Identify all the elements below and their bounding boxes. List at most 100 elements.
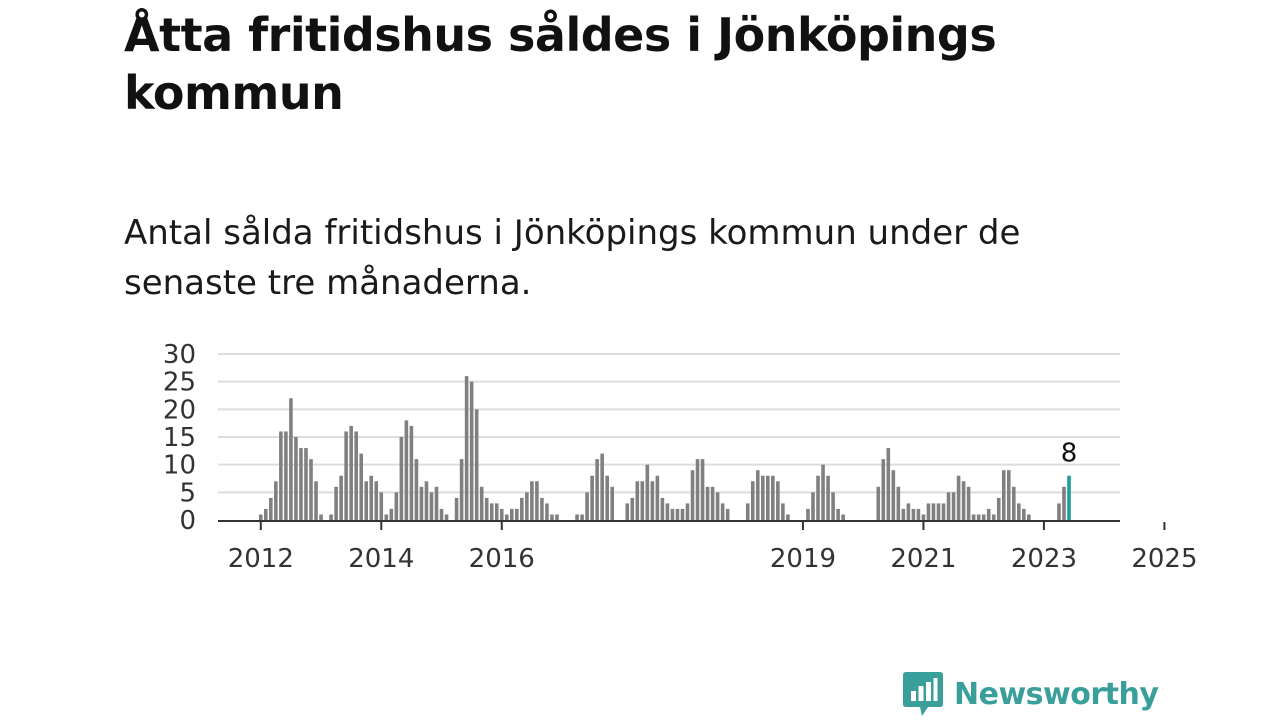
- bar: [655, 475, 660, 520]
- bar: [981, 514, 986, 520]
- bar: [299, 448, 303, 520]
- bar: [464, 376, 469, 520]
- bar: [419, 486, 424, 520]
- bar: [665, 503, 670, 520]
- bar: [339, 475, 343, 520]
- bar: [991, 514, 996, 520]
- bar: [771, 475, 775, 520]
- bar: [269, 497, 273, 520]
- bar: [725, 508, 730, 520]
- bar: [384, 514, 389, 520]
- bar: [1001, 470, 1006, 520]
- bar: [474, 409, 479, 520]
- bar: [409, 425, 414, 520]
- bar: [670, 508, 675, 520]
- bar: [344, 431, 348, 520]
- y-tick-label: 25: [163, 368, 196, 398]
- bar: [720, 503, 725, 520]
- bar: [379, 492, 384, 520]
- bar: [766, 475, 770, 520]
- bar: [540, 497, 544, 520]
- bar: [781, 503, 785, 520]
- bar: [424, 481, 429, 520]
- bar: [715, 492, 720, 520]
- bar: [745, 503, 750, 520]
- last-value-label: 8: [1061, 439, 1078, 469]
- bar: [911, 508, 916, 520]
- bar: [304, 448, 308, 520]
- bar: [926, 503, 931, 520]
- bar: [921, 514, 926, 520]
- bar: [650, 481, 655, 520]
- bar: [479, 486, 484, 520]
- bar: [274, 481, 278, 520]
- chart-title: Åtta fritidshus såldes i Jönköpings komm…: [124, 8, 997, 120]
- bar: [710, 486, 715, 520]
- bar: [1062, 486, 1066, 520]
- bar: [489, 503, 494, 520]
- x-tick-label: 2012: [228, 544, 294, 574]
- bar: [675, 508, 680, 520]
- bar: [761, 475, 765, 520]
- bar: [504, 514, 509, 520]
- y-tick-label: 30: [163, 340, 196, 370]
- bar: [444, 514, 449, 520]
- bar: [369, 475, 374, 520]
- bar: [891, 470, 896, 520]
- bar: [575, 514, 579, 520]
- bar: [776, 481, 780, 520]
- bar: [1006, 470, 1011, 520]
- bar: [941, 503, 946, 520]
- bar: [595, 459, 599, 520]
- x-tick-label: 2021: [890, 544, 956, 574]
- bar: [700, 459, 705, 520]
- bar: [459, 459, 464, 520]
- bar: [876, 486, 881, 520]
- bar: [976, 514, 981, 520]
- bar: [816, 475, 820, 520]
- bar: [951, 492, 956, 520]
- bar: [695, 459, 700, 520]
- bar: [916, 508, 921, 520]
- bar: [1022, 508, 1026, 520]
- bar: [831, 492, 835, 520]
- bar: [484, 497, 489, 520]
- bar: [841, 514, 845, 520]
- bar: [630, 497, 635, 520]
- bar: [640, 481, 645, 520]
- bar: [454, 497, 459, 520]
- bar: [811, 492, 815, 520]
- bar: [389, 508, 394, 520]
- grid-lines: [218, 353, 1120, 494]
- bar: [901, 508, 906, 520]
- bar: [264, 508, 268, 520]
- bar: [906, 503, 911, 520]
- bar: [786, 514, 790, 520]
- bar: [836, 508, 840, 520]
- bar: [806, 508, 810, 520]
- bar: [414, 459, 419, 520]
- bar: [986, 508, 991, 520]
- bar: [510, 508, 514, 520]
- y-tick-label: 5: [179, 478, 196, 508]
- bar: [685, 503, 690, 520]
- bar: [936, 503, 941, 520]
- x-tick-label: 2025: [1131, 544, 1197, 574]
- x-tick-label: 2016: [469, 544, 535, 574]
- newsworthy-logo-icon: [903, 672, 943, 716]
- bar: [359, 453, 363, 520]
- bar: [354, 431, 358, 520]
- bar: [886, 448, 891, 520]
- bar: [645, 464, 650, 520]
- bar: [961, 481, 966, 520]
- bar: [896, 486, 901, 520]
- bar: [625, 503, 630, 520]
- y-tick-label: 10: [163, 451, 196, 481]
- bar: [349, 425, 353, 520]
- bar: [469, 381, 474, 520]
- bar: [309, 459, 313, 520]
- brand-name: Newsworthy: [954, 676, 1159, 712]
- bar: [499, 508, 504, 520]
